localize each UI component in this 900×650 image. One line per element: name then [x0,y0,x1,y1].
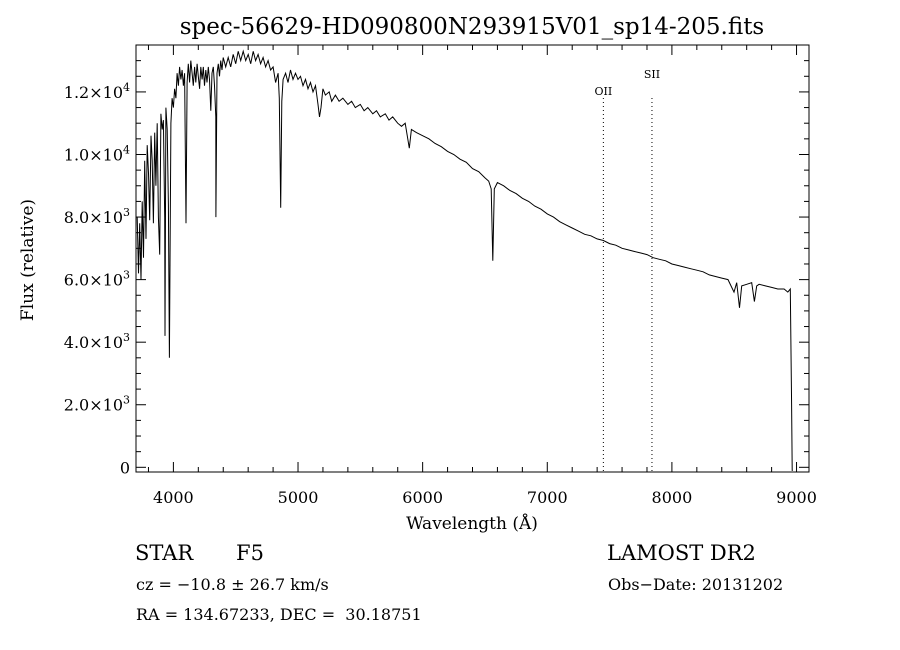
redshift-text: cz = −10.8 ± 26.7 km/s [136,575,329,594]
plot-frame [135,44,810,473]
spectral-subclass: F5 [236,541,264,565]
emission-line-label: OII [595,85,613,98]
object-class: STAR [135,541,194,565]
x-tick-label: 4000 [153,488,194,507]
x-tick-label: 6000 [402,488,443,507]
y-tick-label: 6.0×103 [64,269,130,290]
emission-line-markers: OII SII [595,68,660,472]
y-tick-label: 2.0×103 [64,394,130,415]
obs-date: Obs−Date: 20131202 [608,575,784,594]
spectrum-series [136,49,793,471]
x-tick-label: 9000 [776,488,817,507]
axes: 4000 5000 6000 7000 8000 9000 0 2.0×103 4.0×103 6… [64,44,817,507]
x-tick-label: 5000 [278,488,319,507]
y-tick-label: 1.0×104 [64,143,130,164]
emission-line-label: SII [644,68,660,81]
y-tick-label: 8.0×103 [64,206,130,227]
y-tick-label: 0 [120,458,130,477]
y-tick-label: 4.0×103 [64,331,130,352]
spectrum-line [136,49,793,471]
chart-title: spec-56629-HD090800N293915V01_sp14-205.f… [180,14,765,40]
coordinates-text: RA = 134.67233, DEC = 30.18751 [136,605,422,624]
survey-name: LAMOST DR2 [607,541,756,565]
y-axis-label: Flux (relative) [18,199,38,321]
y-tick-label: 1.2×104 [64,81,130,102]
x-axis-label: Wavelength (Å) [406,513,538,534]
x-tick-label: 7000 [527,488,568,507]
x-tick-label: 8000 [652,488,693,507]
